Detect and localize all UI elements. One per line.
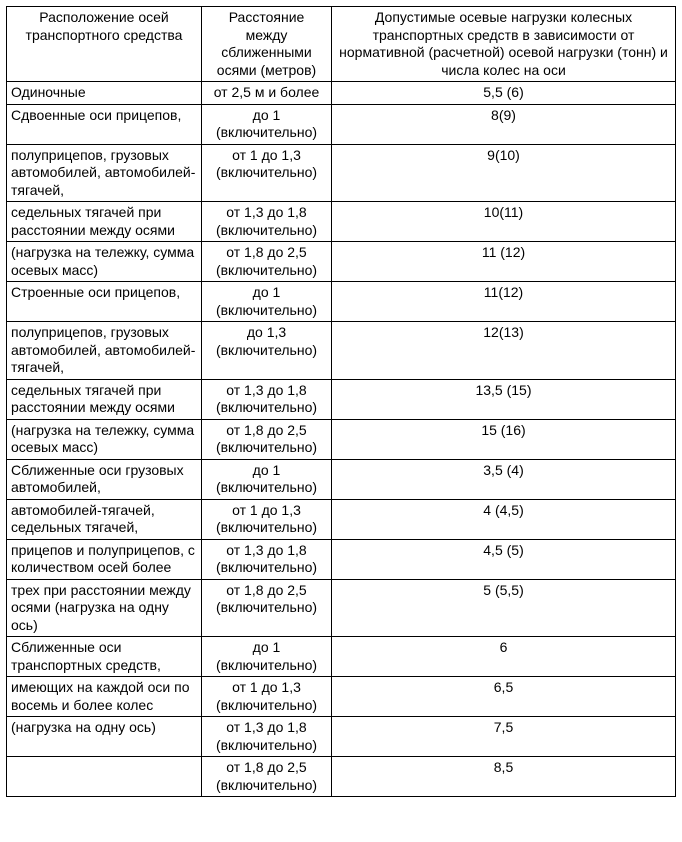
table-row: (нагрузка на тележку, сумма осевых масс)…	[7, 242, 676, 282]
table-row: полуприцепов, грузовых автомобилей, авто…	[7, 144, 676, 202]
table-cell: до 1 (включительно)	[202, 104, 332, 144]
table-cell: от 1,8 до 2,5 (включительно)	[202, 419, 332, 459]
table-cell: 9(10)	[332, 144, 676, 202]
table-cell: до 1 (включительно)	[202, 637, 332, 677]
table-cell: от 1 до 1,3 (включительно)	[202, 677, 332, 717]
table-cell: от 1,3 до 1,8 (включительно)	[202, 202, 332, 242]
table-cell: имеющих на каждой оси по восемь и более …	[7, 677, 202, 717]
table-cell: 4 (4,5)	[332, 499, 676, 539]
table-cell: 15 (16)	[332, 419, 676, 459]
table-cell: седельных тягачей при расстоянии между о…	[7, 202, 202, 242]
table-cell: 10(11)	[332, 202, 676, 242]
table-row: автомобилей-тягачей, седельных тягачей,о…	[7, 499, 676, 539]
table-cell: 11(12)	[332, 282, 676, 322]
table-cell: от 1,3 до 1,8 (включительно)	[202, 379, 332, 419]
table-cell	[7, 757, 202, 797]
table-row: Строенные оси прицепов,до 1 (включительн…	[7, 282, 676, 322]
table-cell: Одиночные	[7, 82, 202, 105]
table-cell: от 2,5 м и более	[202, 82, 332, 105]
table-cell: (нагрузка на одну ось)	[7, 717, 202, 757]
table-cell: прицепов и полуприцепов, с количеством о…	[7, 539, 202, 579]
axle-load-table: Расположение осей транспортного средства…	[6, 6, 676, 797]
table-cell: (нагрузка на тележку, сумма осевых масс)	[7, 242, 202, 282]
table-row: Сближенные оси транспортных средств,до 1…	[7, 637, 676, 677]
table-row: Сдвоенные оси прицепов,до 1 (включительн…	[7, 104, 676, 144]
table-cell: 11 (12)	[332, 242, 676, 282]
table-cell: от 1,8 до 2,5 (включительно)	[202, 757, 332, 797]
table-row: полуприцепов, грузовых автомобилей, авто…	[7, 322, 676, 380]
table-cell: 6	[332, 637, 676, 677]
table-cell: Сближенные оси транспортных средств,	[7, 637, 202, 677]
table-cell: 8(9)	[332, 104, 676, 144]
table-cell: 8,5	[332, 757, 676, 797]
table-cell: от 1,3 до 1,8 (включительно)	[202, 539, 332, 579]
table-cell: Сближенные оси грузовых автомобилей,	[7, 459, 202, 499]
table-cell: полуприцепов, грузовых автомобилей, авто…	[7, 144, 202, 202]
table-cell: седельных тягачей при расстоянии между о…	[7, 379, 202, 419]
col-header-axle-load: Допустимые осевые нагрузки колесных тран…	[332, 7, 676, 82]
table-cell: до 1 (включительно)	[202, 459, 332, 499]
table-cell: (нагрузка на тележку, сумма осевых масс)	[7, 419, 202, 459]
table-cell: 7,5	[332, 717, 676, 757]
table-cell: полуприцепов, грузовых автомобилей, авто…	[7, 322, 202, 380]
table-row: (нагрузка на тележку, сумма осевых масс)…	[7, 419, 676, 459]
table-row: трех при расстоянии между осями (нагрузк…	[7, 579, 676, 637]
table-row: прицепов и полуприцепов, с количеством о…	[7, 539, 676, 579]
table-cell: 6,5	[332, 677, 676, 717]
table-cell: от 1,8 до 2,5 (включительно)	[202, 242, 332, 282]
table-header-row: Расположение осей транспортного средства…	[7, 7, 676, 82]
table-cell: от 1,8 до 2,5 (включительно)	[202, 579, 332, 637]
col-header-axle-layout: Расположение осей транспортного средства	[7, 7, 202, 82]
table-row: седельных тягачей при расстоянии между о…	[7, 202, 676, 242]
table-cell: 4,5 (5)	[332, 539, 676, 579]
table-cell: 12(13)	[332, 322, 676, 380]
table-cell: Сдвоенные оси прицепов,	[7, 104, 202, 144]
table-cell: автомобилей-тягачей, седельных тягачей,	[7, 499, 202, 539]
table-cell: 13,5 (15)	[332, 379, 676, 419]
table-row: имеющих на каждой оси по восемь и более …	[7, 677, 676, 717]
table-cell: от 1 до 1,3 (включительно)	[202, 499, 332, 539]
table-cell: трех при расстоянии между осями (нагрузк…	[7, 579, 202, 637]
table-row: Одиночныеот 2,5 м и более5,5 (6)	[7, 82, 676, 105]
table-row: (нагрузка на одну ось)от 1,3 до 1,8 (вкл…	[7, 717, 676, 757]
table-cell: 5 (5,5)	[332, 579, 676, 637]
table-row: Сближенные оси грузовых автомобилей,до 1…	[7, 459, 676, 499]
table-row: от 1,8 до 2,5 (включительно)8,5	[7, 757, 676, 797]
table-cell: 5,5 (6)	[332, 82, 676, 105]
table-cell: от 1,3 до 1,8 (включительно)	[202, 717, 332, 757]
table-cell: Строенные оси прицепов,	[7, 282, 202, 322]
col-header-axle-distance: Расстояние между сближенными осями (метр…	[202, 7, 332, 82]
table-cell: до 1 (включительно)	[202, 282, 332, 322]
table-cell: 3,5 (4)	[332, 459, 676, 499]
table-cell: до 1,3 (включительно)	[202, 322, 332, 380]
table-cell: от 1 до 1,3 (включительно)	[202, 144, 332, 202]
table-row: седельных тягачей при расстоянии между о…	[7, 379, 676, 419]
